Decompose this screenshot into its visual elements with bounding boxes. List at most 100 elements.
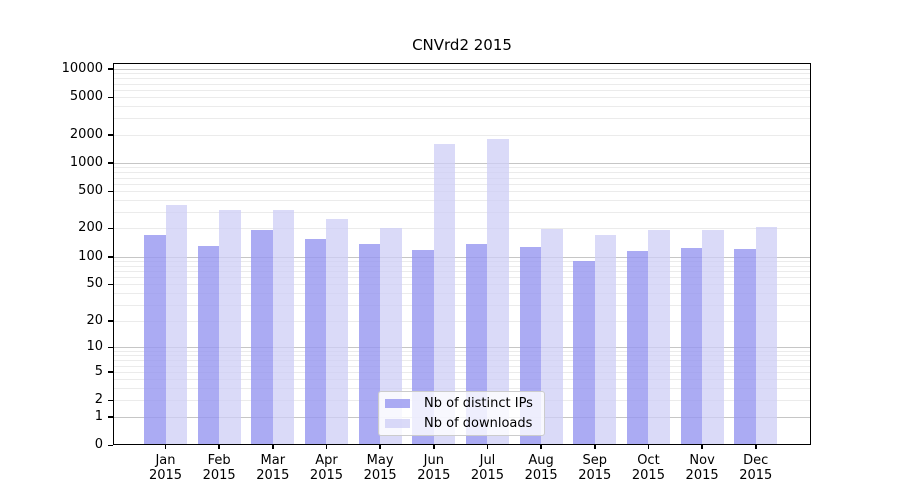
x-tick (486, 444, 489, 449)
y-tick (108, 399, 113, 402)
x-tick (218, 444, 220, 449)
legend-entry-downloads: Nb of downloads (385, 415, 538, 432)
y-tick-label: 200 (78, 220, 103, 236)
minor-gridline (113, 388, 811, 390)
major-gridline (113, 347, 811, 349)
y-tick-label: 2 (94, 392, 103, 408)
x-tick-label: Sep 2015 (578, 453, 612, 483)
y-tick-label: 50 (86, 276, 103, 292)
minor-gridline (113, 106, 811, 108)
x-tick-label: Mar 2015 (256, 453, 290, 483)
bar-nb-of-downloads-may (380, 227, 402, 445)
bar-nb-of-distinct-ips-dec (734, 248, 756, 445)
y-tick-label: 20 (86, 312, 103, 328)
bar-nb-of-distinct-ips-mar (251, 230, 273, 445)
bar-nb-of-distinct-ips-jan (144, 235, 166, 445)
legend-label-distinct-ips: Nb of distinct IPs (424, 396, 533, 411)
bar-nb-of-downloads-jun (433, 144, 456, 445)
y-tick (108, 283, 113, 286)
minor-gridline (113, 304, 811, 306)
y-tick (108, 190, 113, 193)
legend-swatch-downloads (385, 419, 410, 428)
bar-nb-of-downloads-oct (648, 229, 670, 445)
x-tick (594, 444, 596, 449)
legend-swatch-distinct-ips (385, 399, 410, 408)
x-tick-label: Jun 2015 (417, 453, 451, 483)
minor-gridline (113, 78, 811, 80)
legend: Nb of distinct IPs Nb of downloads (378, 391, 545, 436)
x-tick (272, 444, 274, 449)
y-tick-label: 100 (78, 248, 103, 264)
major-gridline (113, 68, 811, 70)
x-tick-label: Nov 2015 (685, 453, 719, 483)
x-tick (701, 444, 703, 449)
bar-nb-of-downloads-nov (702, 230, 724, 445)
minor-gridline (113, 83, 811, 85)
bar-nb-of-distinct-ips-oct (626, 250, 649, 445)
bar-nb-of-distinct-ips-may (358, 243, 381, 445)
legend-label-downloads: Nb of downloads (424, 416, 533, 431)
minor-gridline (113, 97, 811, 99)
x-tick-label: Oct 2015 (631, 453, 665, 483)
x-tick-label: May 2015 (363, 453, 397, 483)
minor-gridline (113, 134, 811, 136)
minor-gridline (113, 200, 811, 202)
x-tick (325, 444, 328, 449)
minor-gridline (113, 73, 811, 75)
minor-gridline (113, 212, 811, 213)
y-tick (108, 96, 113, 99)
bar-nb-of-distinct-ips-sep (573, 260, 595, 445)
x-tick (540, 444, 542, 449)
minor-gridline (113, 293, 811, 295)
bar-nb-of-downloads-jul (487, 138, 509, 445)
minor-gridline (113, 277, 811, 279)
x-tick-label: Feb 2015 (202, 453, 236, 483)
minor-gridline (113, 183, 811, 185)
y-tick (108, 444, 113, 446)
y-tick-label: 1000 (69, 154, 103, 170)
major-gridline (113, 256, 811, 258)
y-tick (108, 416, 113, 418)
y-tick-label: 5000 (69, 89, 103, 105)
y-tick (108, 227, 113, 230)
y-tick (108, 256, 113, 258)
x-tick (433, 444, 435, 449)
chart-title: CNVrd2 2015 (412, 36, 512, 54)
bar-nb-of-downloads-feb (219, 210, 241, 445)
major-gridline (113, 162, 811, 164)
bar-nb-of-distinct-ips-nov (680, 248, 703, 445)
x-tick (755, 444, 757, 449)
minor-gridline (113, 360, 811, 362)
bar-nb-of-downloads-apr (326, 218, 348, 445)
minor-gridline (113, 228, 811, 230)
y-tick-label: 10000 (61, 60, 103, 76)
minor-gridline (113, 351, 811, 352)
y-tick (108, 346, 113, 349)
minor-gridline (113, 371, 811, 373)
y-tick (108, 68, 113, 70)
x-tick (379, 444, 381, 449)
minor-gridline (113, 191, 811, 193)
x-tick (647, 444, 650, 449)
minor-gridline (113, 365, 811, 367)
minor-gridline (113, 172, 811, 174)
x-tick-label: Jan 2015 (148, 453, 183, 483)
minor-gridline (113, 270, 811, 272)
y-tick (108, 371, 113, 373)
minor-gridline (113, 260, 811, 262)
minor-gridline (113, 355, 811, 357)
y-tick-label: 5 (94, 363, 103, 379)
minor-gridline (113, 118, 811, 120)
x-tick-label: Apr 2015 (309, 453, 344, 483)
minor-gridline (113, 177, 811, 179)
bar-nb-of-downloads-aug (541, 229, 563, 445)
x-tick-label: Aug 2015 (524, 453, 558, 483)
y-tick (108, 320, 113, 322)
minor-gridline (113, 320, 811, 322)
y-tick-label: 1 (94, 408, 103, 424)
minor-gridline (113, 284, 811, 286)
y-tick-label: 10 (86, 339, 103, 355)
bar-nb-of-downloads-jan (165, 205, 187, 445)
legend-entry-distinct-ips: Nb of distinct IPs (385, 395, 538, 412)
